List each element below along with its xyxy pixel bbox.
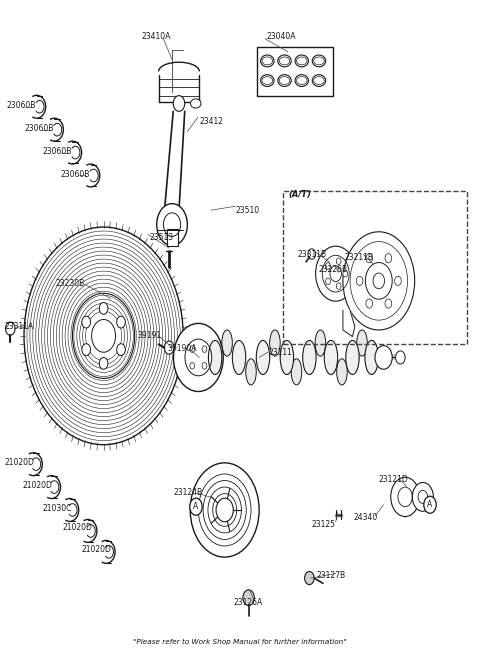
Ellipse shape — [246, 359, 256, 385]
Text: A: A — [193, 502, 199, 511]
Circle shape — [385, 254, 392, 263]
Circle shape — [92, 319, 116, 352]
Circle shape — [395, 276, 401, 285]
Circle shape — [243, 590, 254, 605]
Circle shape — [424, 496, 436, 513]
Circle shape — [305, 571, 314, 584]
Circle shape — [343, 270, 348, 277]
Text: 23040A: 23040A — [266, 32, 296, 41]
Circle shape — [173, 323, 223, 392]
Text: 23124B: 23124B — [174, 489, 203, 497]
Circle shape — [308, 249, 316, 259]
Ellipse shape — [324, 340, 337, 375]
Text: 23211B: 23211B — [344, 253, 373, 262]
Ellipse shape — [270, 330, 280, 356]
Circle shape — [356, 276, 363, 285]
Circle shape — [385, 299, 392, 308]
Polygon shape — [343, 310, 355, 337]
Text: 21020D: 21020D — [81, 544, 111, 554]
Text: 23510: 23510 — [235, 206, 259, 215]
Circle shape — [202, 346, 207, 352]
Bar — [167, 229, 178, 245]
Circle shape — [190, 346, 195, 352]
Circle shape — [316, 246, 356, 301]
Text: 23226B: 23226B — [318, 264, 347, 274]
Text: 39190A: 39190A — [167, 344, 197, 354]
Text: 21030C: 21030C — [43, 504, 72, 512]
Ellipse shape — [303, 340, 316, 375]
Text: 23060B: 23060B — [61, 170, 90, 178]
Circle shape — [164, 341, 174, 354]
Circle shape — [117, 316, 125, 328]
Circle shape — [157, 203, 187, 245]
Text: 23412: 23412 — [199, 117, 223, 127]
Circle shape — [412, 483, 433, 511]
Circle shape — [365, 262, 392, 299]
Circle shape — [173, 96, 185, 112]
Circle shape — [82, 344, 91, 356]
Ellipse shape — [315, 330, 325, 356]
Circle shape — [117, 344, 125, 356]
Ellipse shape — [256, 340, 270, 375]
Text: 24340: 24340 — [354, 514, 378, 522]
Circle shape — [202, 363, 207, 369]
Ellipse shape — [357, 330, 367, 356]
Ellipse shape — [346, 340, 359, 375]
Text: 21020D: 21020D — [4, 458, 35, 466]
Text: 23125: 23125 — [312, 520, 336, 529]
Ellipse shape — [208, 340, 222, 375]
Text: 23230B: 23230B — [56, 279, 85, 288]
Circle shape — [375, 346, 392, 369]
Circle shape — [366, 299, 372, 308]
Circle shape — [190, 463, 259, 557]
Text: 23111: 23111 — [269, 348, 293, 358]
Text: 23410A: 23410A — [142, 32, 171, 41]
Ellipse shape — [191, 99, 201, 108]
Circle shape — [216, 498, 233, 522]
Bar — [257, 47, 333, 96]
Ellipse shape — [280, 340, 294, 375]
Text: 23127B: 23127B — [317, 571, 346, 580]
Text: 21020D: 21020D — [63, 523, 93, 532]
Text: 23126A: 23126A — [234, 598, 263, 607]
Ellipse shape — [232, 340, 246, 375]
Text: A: A — [427, 501, 432, 509]
Ellipse shape — [336, 359, 347, 385]
Ellipse shape — [222, 330, 232, 356]
Circle shape — [391, 478, 420, 516]
Circle shape — [99, 358, 108, 369]
Text: 23060B: 23060B — [24, 124, 54, 133]
Circle shape — [396, 351, 405, 364]
Text: 39191: 39191 — [138, 331, 162, 340]
Circle shape — [82, 316, 91, 328]
Circle shape — [325, 262, 330, 269]
Circle shape — [366, 254, 372, 263]
Circle shape — [336, 258, 341, 264]
Text: 23060B: 23060B — [6, 101, 36, 110]
Circle shape — [190, 498, 202, 515]
Circle shape — [330, 266, 341, 281]
Text: 23311B: 23311B — [298, 250, 326, 259]
Text: 23060B: 23060B — [43, 147, 72, 155]
Circle shape — [5, 322, 15, 335]
Circle shape — [99, 302, 108, 314]
Ellipse shape — [365, 340, 378, 375]
Text: 23311A: 23311A — [4, 321, 34, 331]
Circle shape — [325, 278, 330, 285]
Text: 23513: 23513 — [149, 233, 173, 242]
Text: "Please refer to Work Shop Manual for further information": "Please refer to Work Shop Manual for fu… — [133, 640, 347, 646]
Circle shape — [190, 363, 195, 369]
Text: (A/T): (A/T) — [288, 190, 311, 199]
Text: 21020D: 21020D — [23, 481, 53, 489]
Bar — [283, 190, 468, 344]
Text: 23121D: 23121D — [379, 476, 408, 484]
Ellipse shape — [291, 359, 302, 385]
Circle shape — [336, 283, 341, 289]
Circle shape — [343, 232, 415, 330]
